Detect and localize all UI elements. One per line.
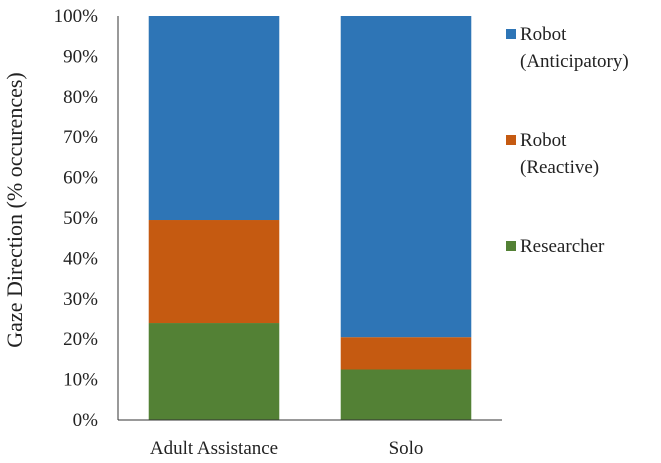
y-axis-title: Gaze Direction (% occurences) — [2, 72, 27, 347]
bar-segment — [148, 220, 280, 324]
y-tick-label: 0% — [73, 410, 99, 431]
y-tick-label: 50% — [63, 208, 98, 229]
x-category-labels: Adult Assistance Solo — [150, 438, 424, 459]
legend-label: Robot — [520, 130, 567, 151]
x-category-label: Adult Assistance — [150, 438, 278, 459]
x-category-label: Solo — [389, 438, 424, 459]
bar-segment — [340, 337, 472, 370]
bar-segment — [340, 369, 472, 420]
legend: Robot (Anticipatory) Robot (Reactive) Resear… — [506, 24, 629, 257]
y-tick-label: 10% — [63, 370, 98, 391]
y-tick-label: 70% — [63, 127, 98, 148]
legend-label: Robot — [520, 24, 567, 45]
y-tick-label: 100% — [54, 6, 99, 27]
y-tick-label: 20% — [63, 329, 98, 350]
y-tick-label: 90% — [63, 46, 98, 67]
bar-segment — [148, 323, 280, 420]
legend-label: (Anticipatory) — [520, 51, 629, 72]
y-tick-labels: 0% 10% 20% 30% 40% 50% 60% 70% 80% 90% 100% — [54, 6, 99, 431]
bars — [148, 16, 472, 420]
legend-swatch — [506, 241, 516, 251]
y-tick-label: 30% — [63, 289, 98, 310]
bar-segment — [340, 16, 472, 338]
legend-swatch — [506, 29, 516, 39]
y-tick-label: 40% — [63, 248, 98, 269]
legend-label: (Reactive) — [520, 157, 599, 178]
y-tick-label: 80% — [63, 87, 98, 108]
legend-swatch — [506, 135, 516, 145]
legend-label: Researcher — [520, 236, 605, 257]
y-tick-label: 60% — [63, 168, 98, 189]
bar-segment — [148, 16, 280, 221]
